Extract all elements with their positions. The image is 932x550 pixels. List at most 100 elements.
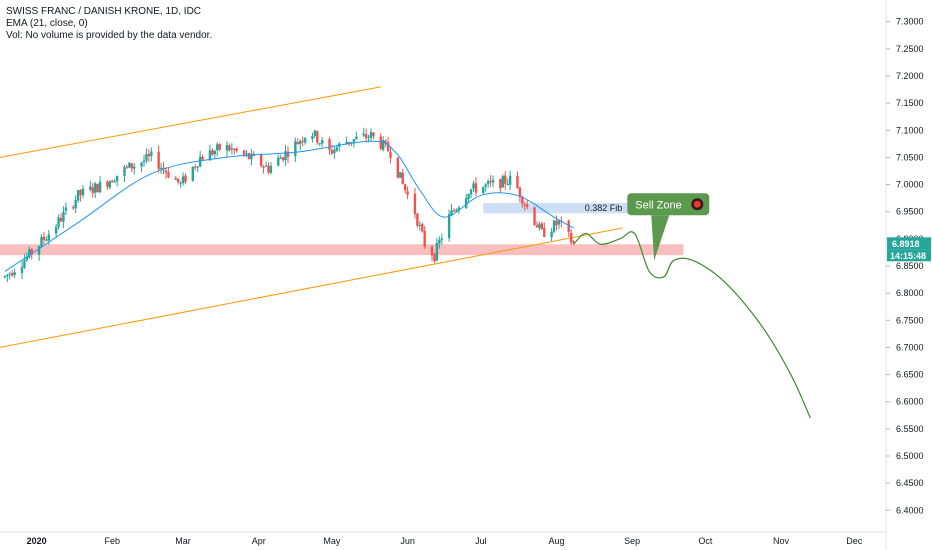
last-price-box — [887, 237, 931, 250]
candle — [198, 150, 202, 168]
candle — [350, 142, 353, 146]
candle-body — [115, 175, 119, 182]
candle — [440, 233, 443, 245]
candle-body — [181, 176, 185, 184]
candle — [111, 179, 114, 183]
candle-body — [228, 145, 231, 151]
price-tick-label: 6.9500 — [896, 207, 924, 217]
ema-line — [4, 140, 574, 272]
candle — [235, 146, 238, 153]
candle-body — [201, 156, 204, 160]
candle-body — [401, 172, 404, 184]
candle-body — [347, 141, 351, 144]
candle — [557, 219, 561, 230]
price-tick-label: 7.2500 — [896, 44, 924, 54]
price-tick-label: 7.0500 — [896, 152, 924, 162]
candle-body — [572, 241, 575, 244]
candle — [20, 260, 24, 280]
candle — [218, 143, 221, 152]
candle-body — [225, 144, 229, 151]
candle-body — [313, 130, 317, 136]
candle — [501, 174, 504, 188]
candle — [211, 148, 214, 157]
candle-body — [484, 184, 487, 187]
price-tick-label: 6.4500 — [896, 478, 924, 488]
candle-body — [557, 220, 561, 225]
candle — [59, 213, 63, 223]
ema-legend[interactable]: EMA (21, close, 0) — [6, 18, 88, 29]
price-axis[interactable]: 7.3000 7.2500 7.2000 7.1500 7.1000 7.0500 7.00… — [885, 0, 931, 550]
candle-body — [435, 243, 439, 261]
candle — [72, 205, 75, 210]
candle — [40, 233, 43, 249]
candle-body — [198, 156, 202, 167]
candle-body — [333, 149, 336, 154]
candle — [279, 154, 282, 159]
candle-body — [482, 186, 485, 194]
candle-body — [133, 166, 136, 169]
candle — [64, 202, 68, 216]
candle — [491, 175, 495, 187]
candle-body — [350, 142, 353, 144]
candle-body — [316, 131, 319, 143]
candle — [430, 244, 434, 262]
candle — [396, 157, 400, 179]
price-tick-label: 7.1500 — [896, 98, 924, 108]
price-tick-label: 6.5000 — [896, 451, 924, 461]
candle-body — [386, 142, 390, 152]
countdown-timer: 14:15:48 — [890, 251, 926, 261]
candle — [179, 181, 182, 188]
candle — [140, 161, 143, 173]
candle-body — [150, 151, 153, 156]
candle — [438, 236, 441, 249]
time-axis[interactable]: 2020 Feb Mar Apr May Jun Jul Aug Sep Oct Nov Dec — [0, 531, 886, 546]
candle-body — [247, 153, 251, 159]
candle-body — [157, 151, 160, 170]
candle-body — [296, 142, 299, 145]
candle-body — [501, 176, 504, 188]
candle-body — [91, 187, 94, 194]
candle-body — [235, 148, 238, 151]
sell-zone-callout[interactable]: Sell Zone — [627, 193, 710, 261]
candle-body — [123, 167, 126, 176]
symbol-title[interactable]: SWISS FRANC / DANISH KRONE, 1D, IDC — [6, 6, 202, 17]
price-tick-label: 7.0000 — [896, 180, 924, 190]
candle — [452, 207, 456, 213]
candle — [8, 271, 11, 280]
candle — [489, 175, 492, 187]
candle — [250, 148, 253, 166]
candle — [89, 180, 92, 192]
price-tick-label: 6.7000 — [896, 342, 924, 352]
candle-body — [279, 157, 282, 159]
candle-body — [184, 175, 187, 182]
candle-body — [301, 140, 304, 142]
candle — [181, 172, 185, 186]
candle-body — [389, 151, 392, 158]
candle — [147, 148, 151, 163]
candle — [96, 183, 99, 193]
candle-body — [259, 154, 263, 167]
candle — [225, 141, 229, 157]
candle — [355, 131, 358, 140]
candle-body — [191, 166, 195, 181]
candle — [13, 268, 16, 279]
candle — [518, 186, 522, 203]
candle — [208, 144, 212, 161]
candle — [389, 147, 392, 164]
candle — [299, 139, 302, 151]
candle — [506, 178, 509, 186]
candle-body — [533, 207, 536, 225]
candle-body — [382, 140, 385, 150]
candle-body — [267, 165, 270, 173]
candle — [3, 275, 7, 279]
candle — [567, 219, 570, 237]
candle — [516, 171, 519, 189]
candle — [399, 172, 402, 179]
candle-body — [474, 183, 478, 193]
time-tick-label: Apr — [252, 536, 266, 546]
candle-body — [345, 141, 348, 145]
candle-body — [540, 223, 544, 229]
candle — [474, 177, 478, 197]
candle-body — [508, 175, 512, 185]
